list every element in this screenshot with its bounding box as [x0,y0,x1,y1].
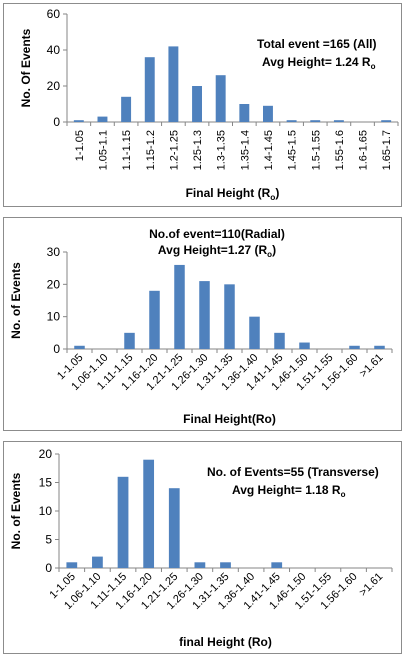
x-tick-label: 1.35-1.4 [239,130,251,170]
x-axis-label-suffix: ) [275,186,279,200]
y-tick-label: 0 [53,115,60,129]
bar-1.3-1.35 [215,75,226,122]
annotation-subscript: o [341,490,346,499]
bar-1.31-1.35 [224,284,235,349]
bar-1-1.05 [74,345,85,349]
chart-title-suffix: ) [272,243,276,257]
x-tick-label: 1.65-1.7 [381,130,393,170]
y-tick-label: 30 [47,245,61,259]
x-tick-label: 1.3-1.35 [216,130,228,170]
bar-1-1.05 [66,562,78,568]
x-axis-label: final Height (Ro) [179,635,272,649]
chart-panel-all: 0 20 40 60 1-1.05 1.05-1.1 1.1-1.15 1.15-1.2 1.2… [3,3,402,207]
bar-1.31-1.35 [220,562,231,568]
x-tick-label: 1.15-1.2 [145,130,157,170]
bar-1.25-1.3 [192,86,203,122]
x-axis-label-subscript: o [270,192,275,202]
x-axis-label: Final Height(Ro) [183,412,276,426]
annotation-line-2-text: Avg Height= 1.18 R [232,483,341,497]
bar-1.35-1.4 [239,104,250,122]
y-tick-label: 60 [47,7,61,21]
chart-panel-transverse: 0 5 10 15 20 1-1.05 1.06-1.10 1.11-1.15 1.16-1.2… [3,441,402,654]
annotation-line-2-text: Avg Height= 1.24 R [262,55,371,69]
x-tick-label: 1.25-1.3 [192,130,204,170]
x-tick-label: 1.5-1.55 [310,130,322,170]
chart-title-line-2: Avg Height=1.27 (Ro) [158,243,276,259]
bar-1.11-1.15 [124,332,135,349]
bar-1-1.05 [73,120,84,122]
bar-1.21-1.25 [174,264,185,349]
y-tick-label: 10 [47,310,61,324]
bar-1.2-1.25 [168,46,179,122]
x-axis-label-group: Final Height (Ro) [186,186,280,202]
annotation-subscript: o [371,62,376,71]
x-tick-label: >1.61 [357,571,385,599]
chart-all: 0 20 40 60 1-1.05 1.05-1.1 1.1-1.15 1.15-1.2 1.2… [19,7,399,202]
y-tick-label: 10 [39,504,53,518]
bar-1.65-1.7 [381,120,392,122]
bar-1.5-1.55 [310,120,321,122]
x-tick-label: 1.55-1.6 [334,130,346,170]
x-tick-label: 1-1.05 [74,130,86,161]
chart-radial: 01020301-1.051.06-1.101.11-1.151.16-1.20… [9,227,393,426]
chart-panel-radial: 0 10 20 30 1-1.05 1.06-1.10 1.11-1.15 1.16-1.20… [3,217,402,431]
bar-1.41-1.45 [274,332,285,349]
y-axis-label: No. of Events [9,262,23,339]
x-tick-label: 1.45-1.5 [287,130,299,170]
chart-title-line-1: No.of event=110(Radial) [149,227,285,241]
y-axis-label: No. of Events [9,472,23,549]
x-tick-label: 1.1-1.15 [121,130,133,170]
bar-1.21-1.25 [168,488,180,568]
y-tick-label: 40 [47,43,61,57]
y-tick-label: 0 [53,342,60,356]
x-tick-label: >1.61 [357,352,385,380]
chart-title-subscript: o [267,250,272,259]
bar-1.26-1.30 [194,562,206,568]
y-tick-label: 15 [39,476,53,490]
y-tick-label: 20 [47,79,61,93]
bar-1.36-1.40 [249,316,260,349]
bar-1.26-1.30 [199,281,210,349]
annotation-line-2: Avg Height= 1.24 Ro [262,55,376,71]
chart-transverse: 051015201-1.051.06-1.101.11-1.151.16-1.2… [9,447,393,649]
x-tick-label: 1.05-1.1 [97,130,109,170]
bar->1.61 [374,345,385,349]
bar-1.16-1.20 [149,290,160,349]
annotation-line-1: No. of Events=55 (Transverse) [207,465,379,479]
y-tick-label: 0 [45,561,52,575]
bar-1.16-1.20 [143,459,155,568]
annotation-line-2: Avg Height= 1.18 Ro [232,483,346,499]
x-tick-label: 1.4-1.45 [263,130,275,170]
bar-1.56-1.60 [349,345,360,349]
bar-1.4-1.45 [262,105,273,122]
y-tick-label: 20 [39,447,53,461]
annotation-line-1: Total event =165 (All) [257,37,376,51]
bar-1.11-1.15 [117,476,129,568]
bar-1.15-1.2 [144,57,155,123]
x-tick-label: 1.6-1.65 [358,130,370,170]
bar-1.41-1.45 [271,562,283,568]
y-axis-label: No. Of Events [19,28,33,107]
bar-1.45-1.5 [286,120,297,122]
x-axis-label: Final Height (R [186,186,271,200]
bar-1.06-1.10 [92,556,103,568]
bar-1.55-1.6 [333,120,344,122]
bar-1.1-1.15 [121,96,132,122]
y-tick-label: 20 [47,277,61,291]
y-tick-label: 5 [45,533,52,547]
bar-1.05-1.1 [97,116,108,122]
x-tick-label: 1.2-1.25 [168,130,180,170]
chart-title-line-2-text: Avg Height=1.27 (R [158,243,268,257]
bar-1.46-1.50 [299,342,310,349]
